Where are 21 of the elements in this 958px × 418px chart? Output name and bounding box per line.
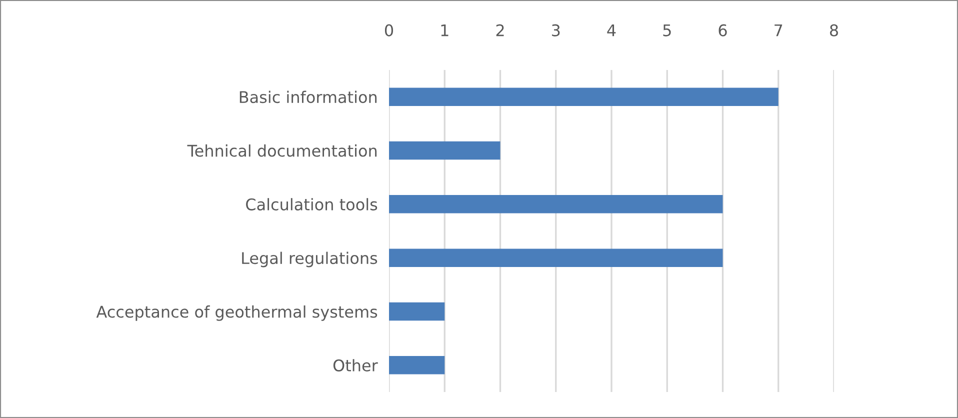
- bar: [389, 195, 723, 214]
- y-tick-label: Acceptance of geothermal systems: [96, 305, 378, 321]
- x-tick-label: 7: [774, 24, 782, 36]
- y-tick-label: Tehnical documentation: [187, 144, 377, 157]
- y-tick-label: Basic information: [240, 90, 377, 104]
- bar: [389, 88, 778, 106]
- y-tick-label: Other: [333, 359, 378, 372]
- x-tick-label: 3: [552, 24, 560, 36]
- x-tick-label: 4: [607, 24, 616, 36]
- x-tick-label: 0: [384, 24, 394, 36]
- bar: [389, 302, 445, 321]
- x-tick-label: 1: [441, 24, 448, 36]
- x-tick-label: 8: [830, 24, 838, 36]
- x-tick-label: 2: [496, 24, 504, 36]
- y-tick-label: Legal regulations: [242, 252, 378, 268]
- x-tick-label: 5: [663, 24, 671, 36]
- x-tick-label: 6: [718, 24, 727, 36]
- bar: [389, 248, 723, 267]
- y-tick-label: Calculation tools: [246, 198, 378, 210]
- bar: [389, 356, 445, 374]
- bar: [389, 141, 500, 160]
